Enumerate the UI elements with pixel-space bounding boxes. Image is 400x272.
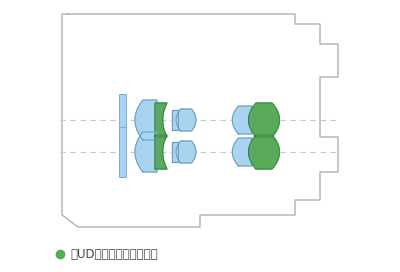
Polygon shape [155,135,167,169]
Polygon shape [155,103,167,137]
Polygon shape [232,138,252,166]
Polygon shape [248,135,280,169]
Text: はUDレンズを表します。: はUDレンズを表します。 [70,248,158,261]
Polygon shape [172,110,178,130]
Polygon shape [176,109,196,131]
Bar [118,127,126,177]
Polygon shape [232,106,252,134]
Polygon shape [135,100,157,140]
Bar [118,94,126,146]
Polygon shape [172,142,178,162]
Polygon shape [248,103,280,137]
Polygon shape [135,132,157,172]
Polygon shape [176,141,196,163]
